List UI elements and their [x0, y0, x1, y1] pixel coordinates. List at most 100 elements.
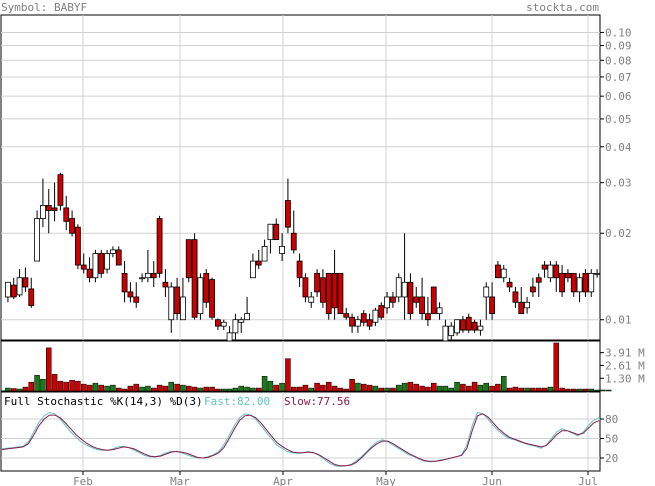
candle-body	[127, 291, 134, 298]
candle-body	[378, 305, 385, 318]
volume-bar	[588, 388, 594, 392]
candle-body	[390, 296, 396, 303]
candle-body	[512, 291, 519, 303]
candle-body	[483, 286, 490, 298]
candle-body	[401, 281, 408, 298]
candle-body	[203, 272, 210, 303]
candle	[133, 282, 140, 308]
volume-bar	[314, 382, 320, 392]
price-tick-label: 0.06	[605, 90, 632, 103]
candle	[454, 319, 460, 336]
candle-body	[290, 232, 297, 251]
volume-bar	[343, 388, 349, 392]
candle	[5, 281, 11, 303]
candle	[349, 313, 355, 333]
candle-body	[92, 253, 99, 279]
candle-body	[355, 319, 361, 327]
candle	[384, 291, 390, 314]
candle	[477, 319, 484, 336]
candle	[343, 307, 350, 320]
candle-body	[121, 272, 128, 293]
candle	[168, 282, 175, 333]
candle	[541, 261, 548, 278]
candle	[22, 267, 29, 292]
candle	[547, 261, 554, 283]
candle-body	[314, 272, 320, 293]
slow-d-line	[1, 413, 600, 467]
candle	[530, 277, 536, 297]
candle-body	[191, 239, 198, 318]
candle	[267, 223, 274, 254]
candle	[436, 302, 443, 320]
volume-frame	[0, 340, 601, 392]
candle-body	[500, 268, 507, 279]
volume-bar	[92, 382, 99, 392]
volume-bar	[512, 386, 519, 392]
candle-body	[436, 307, 443, 315]
candle	[279, 233, 285, 262]
candle	[401, 233, 408, 320]
candle-body	[343, 313, 350, 318]
volume-bar	[98, 384, 104, 392]
volume-bar	[116, 387, 122, 392]
candle-body	[40, 205, 46, 219]
volume-bar	[174, 383, 180, 392]
candle	[582, 269, 589, 297]
volume-bar	[536, 387, 542, 392]
candle-body	[279, 245, 285, 254]
volume-bar	[425, 386, 431, 392]
site-label: stockta.com	[526, 1, 599, 14]
candle	[250, 253, 256, 279]
candle-body	[133, 296, 140, 303]
candle	[75, 224, 81, 270]
candle	[57, 172, 64, 211]
candle	[290, 210, 297, 254]
volume-bar	[75, 380, 81, 392]
candle	[238, 317, 245, 333]
candle-body	[209, 279, 215, 318]
candle	[390, 291, 396, 308]
volume-bar	[326, 381, 332, 392]
volume-tick-label: 1.30 M	[605, 372, 645, 385]
candle-body	[5, 281, 11, 298]
candle	[296, 253, 303, 287]
volume-bar	[209, 386, 215, 392]
volume-bar	[197, 387, 204, 392]
candle	[45, 189, 52, 234]
volume-bar	[372, 385, 379, 392]
candle	[465, 313, 472, 333]
candle-body	[34, 218, 40, 262]
volume-bar	[180, 384, 186, 392]
candle-body	[594, 272, 600, 275]
candle	[80, 253, 87, 274]
volume-bar	[431, 382, 437, 392]
fast-value: 82.00	[237, 395, 270, 408]
candle-body	[419, 296, 425, 315]
volume-bar	[547, 386, 554, 392]
volume-bar	[279, 382, 285, 392]
month-label: Jun	[482, 475, 502, 486]
candle-body	[366, 319, 373, 327]
volume-bar	[419, 385, 425, 392]
candle	[261, 239, 268, 262]
candle-body	[302, 277, 309, 298]
candle	[524, 296, 530, 314]
volume-bar	[407, 381, 414, 392]
candle-body	[69, 218, 75, 234]
candle	[518, 286, 525, 315]
candle	[535, 273, 542, 297]
candle	[121, 261, 128, 303]
volume-bar	[483, 382, 489, 392]
candle	[139, 273, 145, 283]
candle	[273, 218, 280, 241]
volume-bar	[460, 383, 466, 392]
candle-body	[150, 272, 157, 279]
candle-body	[471, 321, 478, 331]
candle-body	[86, 268, 93, 279]
volume-bar	[267, 380, 274, 392]
volume-bar	[296, 386, 303, 392]
volume-bar	[127, 385, 134, 392]
candle-body	[454, 319, 460, 334]
slow-label: Slow:	[284, 395, 317, 408]
